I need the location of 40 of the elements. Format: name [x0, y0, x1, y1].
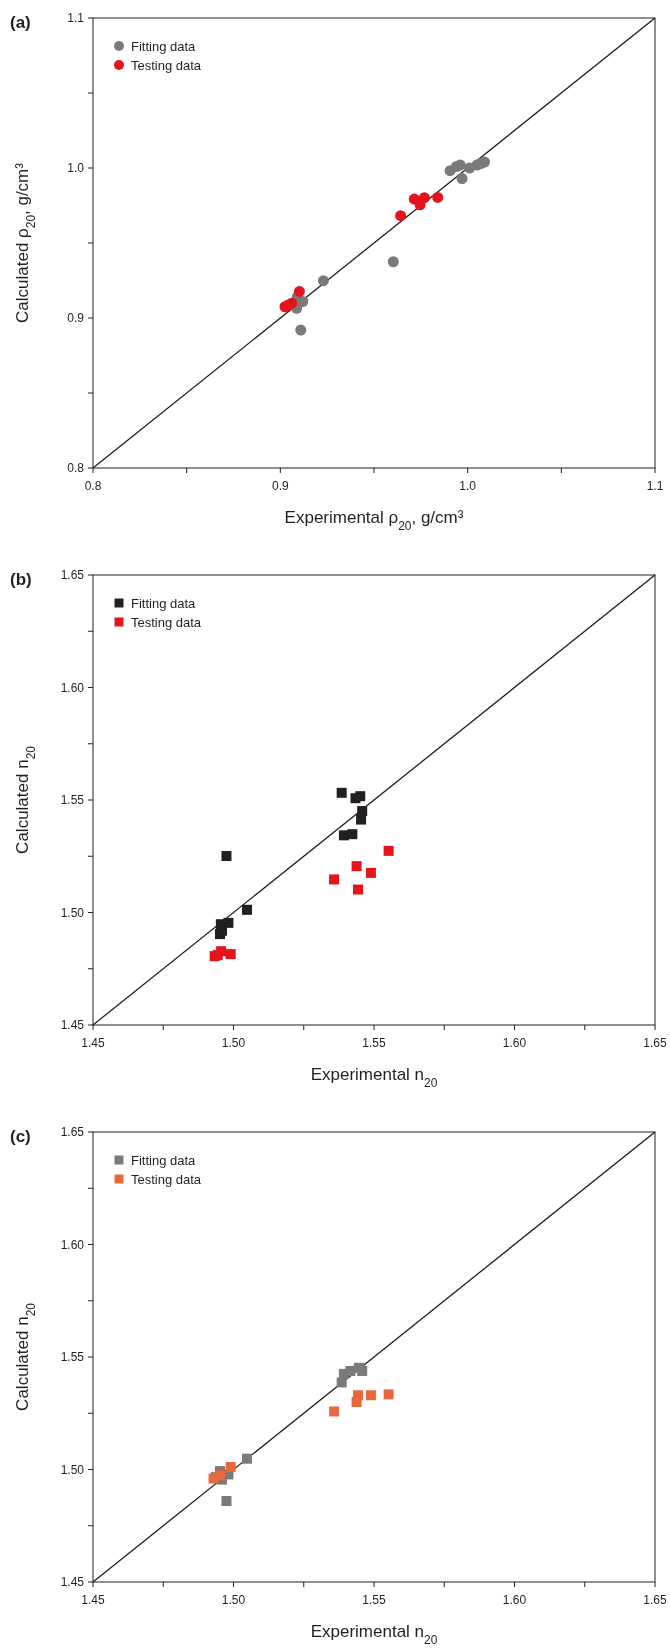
x-tick-label: 0.8	[84, 479, 102, 493]
x-axis-title: Experimental n$_{20}$	[310, 1622, 438, 1647]
x-tick-label: 1.0	[459, 479, 477, 493]
y-tick-label: 1.0	[67, 161, 85, 175]
legend-label: Fitting data	[131, 596, 197, 611]
x-tick-label: 1.1	[646, 479, 664, 493]
y-tick-label: 1.50	[60, 1462, 85, 1477]
y-tick-label: 1.65	[60, 1125, 85, 1139]
x-tick-label: 1.65	[643, 1593, 667, 1607]
legend-label: Testing data	[131, 615, 202, 630]
y-tick-label: 1.50	[60, 905, 85, 920]
y-tick-label: 1.45	[60, 1575, 85, 1589]
x-axis-title: Experimental n$_{20}$	[310, 1065, 438, 1090]
legend-label: Testing data	[131, 58, 202, 73]
x-tick-label: 1.45	[81, 1593, 105, 1607]
y-tick-label: 0.9	[67, 311, 85, 325]
x-tick-label: 1.45	[81, 1036, 105, 1050]
y-tick-label: 1.1	[67, 11, 85, 25]
x-tick-label: 1.55	[362, 1593, 386, 1607]
y-tick-label: 1.55	[60, 1350, 85, 1364]
x-tick-label: 1.50	[221, 1036, 246, 1050]
legend-label: Testing data	[131, 1172, 202, 1187]
x-tick-label: 1.55	[362, 1036, 386, 1050]
y-tick-label: 0.8	[67, 461, 85, 475]
x-axis-title: Experimental ρ$_{20}$, g/cm³	[284, 508, 464, 533]
y-tick-label: 1.60	[60, 680, 85, 695]
y-tick-label: 1.45	[60, 1018, 85, 1032]
legend-label: Fitting data	[131, 1153, 197, 1168]
y-tick-label: 1.65	[60, 568, 85, 582]
x-tick-label: 1.65	[643, 1036, 667, 1050]
y-tick-label: 1.55	[60, 793, 85, 807]
chart-title: (a)	[10, 13, 31, 32]
x-tick-label: 1.60	[502, 1036, 527, 1050]
legend-label: Fitting data	[131, 39, 197, 54]
x-tick-label: 1.50	[221, 1593, 246, 1607]
x-tick-label: 1.60	[502, 1593, 527, 1607]
chart-title: (c)	[10, 1127, 31, 1146]
x-tick-label: 0.9	[271, 479, 289, 493]
chart-title: (b)	[10, 570, 32, 589]
y-tick-label: 1.60	[60, 1237, 85, 1252]
